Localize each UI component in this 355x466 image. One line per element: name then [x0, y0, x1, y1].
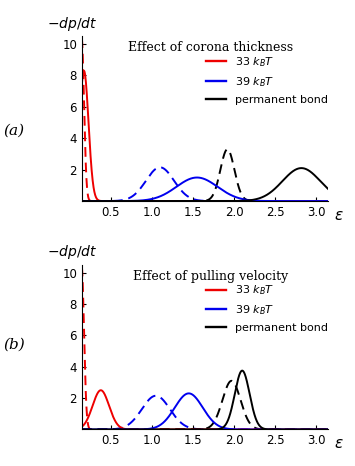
Legend: 33 $k_B$$T$, 39 $k_B$$T$, permanent bond: 33 $k_B$$T$, 39 $k_B$$T$, permanent bond	[206, 283, 328, 333]
Text: Effect of pulling velocity: Effect of pulling velocity	[132, 270, 288, 282]
Text: (b): (b)	[4, 338, 25, 352]
X-axis label: $\varepsilon$: $\varepsilon$	[333, 436, 343, 451]
Text: $-dp/dt$: $-dp/dt$	[48, 15, 98, 33]
Text: (a): (a)	[4, 123, 25, 137]
X-axis label: $\varepsilon$: $\varepsilon$	[333, 208, 343, 223]
Legend: 33 $k_B$$T$, 39 $k_B$$T$, permanent bond: 33 $k_B$$T$, 39 $k_B$$T$, permanent bond	[206, 55, 328, 105]
Text: $-dp/dt$: $-dp/dt$	[48, 243, 98, 261]
Text: Effect of corona thickness: Effect of corona thickness	[127, 41, 293, 54]
